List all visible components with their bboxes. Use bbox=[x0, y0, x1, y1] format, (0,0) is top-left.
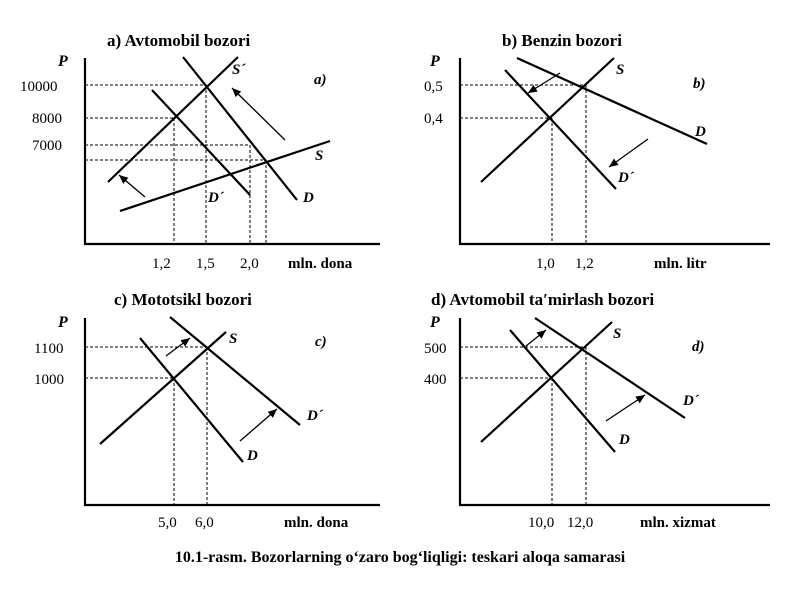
panel-d-demand-shift-arrow bbox=[605, 394, 646, 422]
panel-c-demand-shifted-label: D´ bbox=[306, 408, 324, 424]
panel-b-x-axis-label: mln. litr bbox=[654, 256, 707, 272]
panel-c-y-tick-1100: 1100 bbox=[34, 341, 63, 357]
panel-c-y-tick-1000: 1000 bbox=[34, 372, 64, 388]
panel-b-demand-curve-shifted bbox=[504, 69, 617, 190]
panel-b-demand-label: D bbox=[694, 124, 706, 140]
panel-d-y-axis-label: P bbox=[429, 314, 440, 331]
panel-c-demand-label: D bbox=[246, 448, 258, 464]
panel-c-x-axis-label: mln. dona bbox=[284, 515, 349, 531]
panel-d-demand-shifted-label: D´ bbox=[682, 393, 700, 409]
panel-b-upper-shift-arrow bbox=[527, 72, 561, 94]
panel-c-demand-curve bbox=[139, 337, 244, 463]
panel-c-corner-label: c) bbox=[315, 334, 327, 350]
panel-b-y-tick-0-5: 0,5 bbox=[424, 79, 443, 95]
panel-a-supply-shift-arrow bbox=[118, 174, 146, 198]
panel-c-x-tick-6-0: 6,0 bbox=[195, 515, 214, 531]
panel-a-quantity-guides bbox=[173, 85, 267, 244]
panel-d-price-guides bbox=[460, 346, 586, 379]
panel-a-supply-curve-shifted bbox=[107, 56, 239, 183]
panel-d-y-tick-400: 400 bbox=[424, 372, 447, 388]
panel-a-axes bbox=[83, 58, 380, 246]
panel-a-price-guides bbox=[85, 84, 266, 161]
panel-a-x-tick-1-2: 1,2 bbox=[152, 256, 171, 272]
panel-c-supply-curve bbox=[99, 331, 227, 445]
panel-b-title: b) Benzin bozori bbox=[502, 31, 622, 50]
panel-a-supply-curve bbox=[119, 139, 331, 213]
panel-d-axes bbox=[458, 318, 770, 507]
panel-c-motorcycle-market: c) Mototsikl bozori c) P mln. dona 1100 … bbox=[34, 290, 380, 531]
panel-c-x-tick-5-0: 5,0 bbox=[158, 515, 177, 531]
panel-a-car-market: a) Avtomobil bozori a) P mln. dona 10000… bbox=[20, 31, 380, 272]
panel-d-demand-curve-shifted bbox=[534, 317, 686, 419]
panel-c-title: c) Mototsikl bozori bbox=[114, 290, 252, 309]
panel-b-y-tick-0-4: 0,4 bbox=[424, 111, 443, 127]
panel-d-demand-label: D bbox=[618, 432, 630, 448]
panel-b-y-axis-label: P bbox=[429, 53, 440, 70]
panel-b-supply-label: S bbox=[616, 62, 624, 78]
panel-c-price-guides bbox=[85, 346, 207, 379]
panel-d-upper-shift-arrow bbox=[525, 329, 547, 347]
panel-d-supply-curve bbox=[480, 321, 613, 443]
panel-b-x-tick-1-2: 1,2 bbox=[575, 256, 594, 272]
panel-a-demand-curve-shifted bbox=[151, 89, 251, 196]
panel-c-demand-curve-shifted bbox=[169, 316, 301, 426]
panel-a-title: a) Avtomobil bozori bbox=[107, 31, 251, 50]
panel-a-y-tick-8000: 8000 bbox=[32, 111, 62, 127]
panel-b-price-guides bbox=[460, 84, 586, 119]
panel-a-y-tick-10000: 10000 bbox=[20, 79, 58, 95]
panel-c-upper-shift-arrow bbox=[165, 337, 191, 357]
panel-d-x-tick-12-0: 12,0 bbox=[567, 515, 593, 531]
figure-caption: 10.1-rasm. Bozorlarning o‘zaro bog‘liqli… bbox=[174, 549, 626, 566]
panel-d-corner-label: d) bbox=[692, 339, 705, 355]
panel-b-x-tick-1-0: 1,0 bbox=[536, 256, 555, 272]
panel-a-x-tick-2-0: 2,0 bbox=[240, 256, 259, 272]
panel-d-supply-label: S bbox=[613, 326, 621, 342]
panel-d-quantity-guides bbox=[551, 347, 587, 505]
panel-a-y-tick-7000: 7000 bbox=[32, 138, 62, 154]
panel-d-title: d) Avtomobil ta′mirlash bozori bbox=[431, 290, 654, 309]
panel-d-car-repair-market: d) Avtomobil ta′mirlash bozori d) P mln.… bbox=[424, 290, 770, 531]
panel-c-demand-shift-arrow bbox=[239, 408, 278, 442]
panel-b-supply-curve bbox=[480, 57, 615, 183]
panel-d-y-tick-500: 500 bbox=[424, 341, 447, 357]
panel-c-axes bbox=[83, 318, 380, 507]
panel-a-x-tick-1-5: 1,5 bbox=[196, 256, 215, 272]
panel-b-demand-curve bbox=[516, 56, 708, 146]
panel-c-y-axis-label: P bbox=[57, 314, 68, 331]
panel-a-supply-label: S bbox=[315, 148, 323, 164]
panel-c-supply-label: S bbox=[229, 331, 237, 347]
panel-a-demand-shift-arrow bbox=[231, 87, 286, 141]
panel-b-gasoline-market: b) Benzin bozori b) P mln. litr 0,5 0,4 … bbox=[424, 31, 770, 272]
panel-a-supply-shifted-label: S´ bbox=[232, 62, 246, 78]
panel-b-demand-shifted-label: D´ bbox=[617, 170, 635, 186]
panel-b-corner-label: b) bbox=[693, 76, 706, 92]
panel-c-quantity-guides bbox=[173, 347, 208, 505]
panel-a-demand-shifted-label: D´ bbox=[207, 190, 225, 206]
panel-a-demand-label: D bbox=[302, 190, 314, 206]
panel-b-quantity-guides bbox=[551, 85, 587, 244]
panel-a-x-axis-label: mln. dona bbox=[288, 256, 353, 272]
panel-a-corner-label: a) bbox=[314, 72, 327, 88]
panel-a-demand-curve bbox=[182, 56, 298, 201]
panel-a-y-axis-label: P bbox=[57, 53, 68, 70]
panel-d-demand-curve bbox=[509, 329, 616, 453]
panel-b-axes bbox=[458, 58, 770, 246]
panel-d-x-tick-10-0: 10,0 bbox=[528, 515, 554, 531]
panel-d-x-axis-label: mln. xizmat bbox=[640, 515, 716, 531]
panel-b-demand-shift-arrow bbox=[608, 138, 649, 168]
